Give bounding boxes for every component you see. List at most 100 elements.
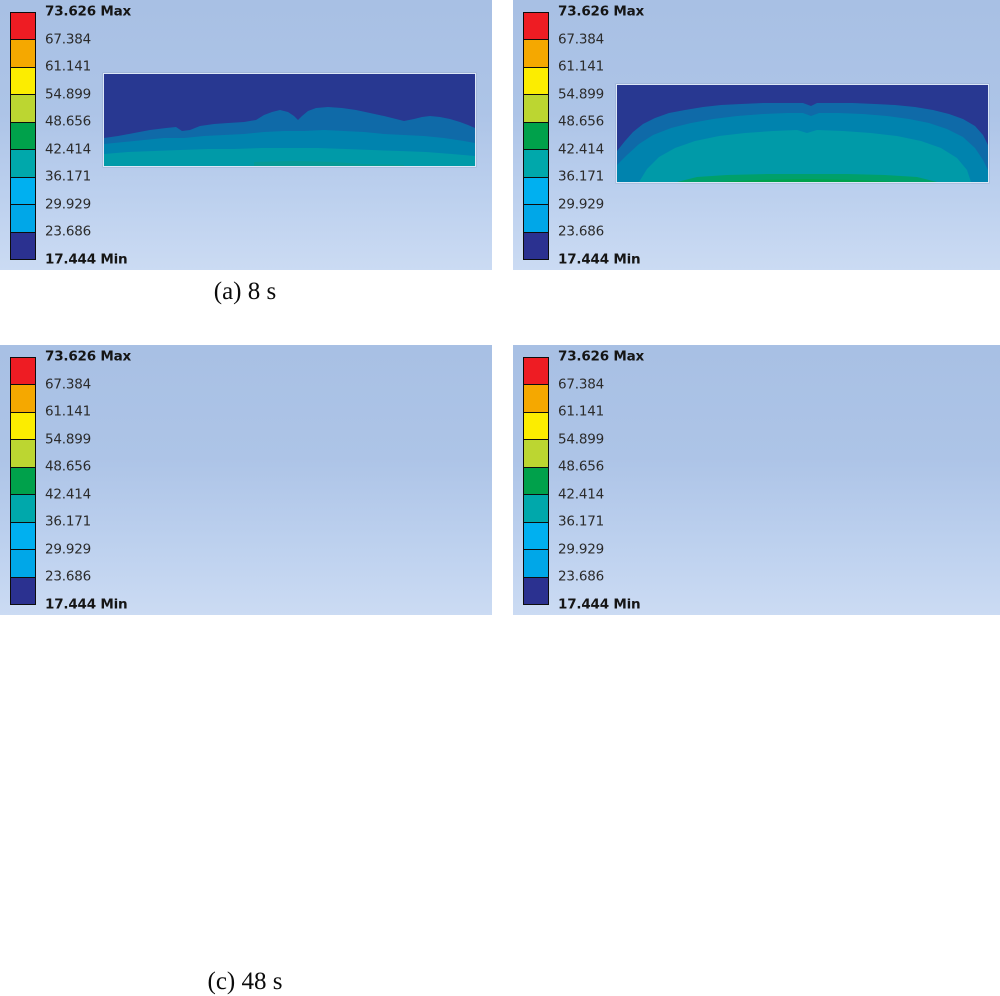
legend-band-0	[11, 358, 35, 386]
legend-label-3: 54.899	[558, 85, 605, 102]
legend-band-7	[524, 550, 548, 578]
temperature-color-legend-d: 73.626 Max 67.384 61.141 54.899 48.656 4…	[523, 350, 683, 611]
legend-band-1	[524, 385, 548, 413]
legend-band-4	[524, 467, 548, 496]
panel-a: 73.626 Max 67.384 61.141 54.899 48.656 4…	[0, 0, 492, 305]
panel-b: 73.626 Max 67.384 61.141 54.899 48.656 4…	[513, 0, 1000, 270]
legend-band-2	[11, 412, 35, 441]
legend-label-max: 73.626 Max	[558, 3, 645, 20]
contour-svg-a	[104, 74, 475, 166]
legend-band-1	[11, 385, 35, 413]
legend-band-3	[524, 95, 548, 123]
legend-label-4: 48.656	[558, 113, 605, 130]
legend-label-5: 42.414	[45, 486, 92, 502]
legend-label-7: 29.929	[558, 541, 605, 558]
legend-label-7: 29.929	[45, 196, 92, 213]
viewport-b: 73.626 Max 67.384 61.141 54.899 48.656 4…	[513, 0, 1000, 270]
legend-label-6: 36.171	[45, 168, 92, 185]
legend-label-4: 48.656	[558, 458, 605, 475]
legend-label-5: 42.414	[558, 486, 605, 502]
legend-band-7	[11, 550, 35, 578]
legend-band-8	[524, 232, 548, 259]
legend-label-5: 42.414	[45, 141, 92, 157]
contour-plot-a	[103, 73, 476, 167]
legend-label-min: 17.444 Min	[558, 596, 641, 613]
legend-label-min: 17.444 Min	[558, 251, 641, 268]
legend-band-2	[524, 67, 548, 96]
legend-label-min: 17.444 Min	[45, 251, 128, 268]
legend-band-6	[524, 177, 548, 206]
legend-label-6: 36.171	[45, 513, 92, 530]
legend-band-5	[524, 150, 548, 178]
legend-label-3: 54.899	[558, 430, 605, 447]
legend-label-8: 23.686	[45, 223, 92, 240]
legend-band-1	[524, 40, 548, 68]
legend-labels-c: 73.626 Max 67.384 61.141 54.899 48.656 4…	[45, 350, 170, 611]
contour-svg-b	[617, 85, 988, 182]
legend-band-4	[11, 122, 35, 151]
legend-colorbar-c	[10, 357, 36, 605]
viewport-a: 73.626 Max 67.384 61.141 54.899 48.656 4…	[0, 0, 492, 270]
legend-colorbar-b	[523, 12, 549, 260]
legend-label-2: 61.141	[558, 403, 605, 420]
legend-band-4	[11, 467, 35, 496]
contour-band-tealgreen-a	[254, 161, 404, 166]
caption-panel-a: (a) 8 s	[213, 278, 277, 305]
legend-colorbar-d	[523, 357, 549, 605]
legend-label-4: 48.656	[45, 113, 92, 130]
legend-label-1: 67.384	[45, 30, 92, 47]
legend-band-8	[11, 577, 35, 604]
contour-band-teal-b	[639, 130, 971, 182]
temperature-color-legend-b: 73.626 Max 67.384 61.141 54.899 48.656 4…	[523, 5, 683, 266]
contour-band-teal-a	[104, 148, 475, 166]
legend-band-3	[11, 95, 35, 123]
legend-label-min: 17.444 Min	[45, 596, 128, 613]
legend-label-max: 73.626 Max	[45, 348, 132, 365]
legend-label-1: 67.384	[558, 375, 605, 392]
legend-band-7	[11, 205, 35, 233]
legend-label-4: 48.656	[45, 458, 92, 475]
legend-band-4	[524, 122, 548, 151]
legend-label-5: 42.414	[558, 141, 605, 157]
legend-band-8	[524, 577, 548, 604]
legend-labels-d: 73.626 Max 67.384 61.141 54.899 48.656 4…	[558, 350, 683, 611]
legend-band-5	[11, 150, 35, 178]
legend-label-1: 67.384	[558, 30, 605, 47]
legend-labels-a: 73.626 Max 67.384 61.141 54.899 48.656 4…	[45, 5, 170, 266]
legend-label-2: 61.141	[45, 58, 92, 75]
legend-label-7: 29.929	[45, 541, 92, 558]
legend-band-1	[11, 40, 35, 68]
legend-label-2: 61.141	[45, 403, 92, 420]
legend-label-8: 23.686	[558, 223, 605, 240]
temperature-color-legend-c: 73.626 Max 67.384 61.141 54.899 48.656 4…	[10, 350, 170, 611]
legend-label-1: 67.384	[45, 375, 92, 392]
panel-d: 73.626 Max 67.384 61.141 54.899 48.656 4…	[513, 345, 1000, 615]
legend-band-8	[11, 232, 35, 259]
legend-label-3: 54.899	[45, 85, 92, 102]
temperature-color-legend-a: 73.626 Max 67.384 61.141 54.899 48.656 4…	[10, 5, 170, 266]
legend-label-3: 54.899	[45, 430, 92, 447]
legend-label-8: 23.686	[45, 568, 92, 585]
legend-band-6	[11, 522, 35, 551]
legend-band-3	[11, 440, 35, 468]
legend-label-6: 36.171	[558, 168, 605, 185]
legend-colorbar-a	[10, 12, 36, 260]
contour-band-green-b	[677, 174, 937, 182]
panel-c: 73.626 Max 67.384 61.141 54.899 48.656 4…	[0, 345, 492, 995]
legend-band-6	[11, 177, 35, 206]
legend-label-max: 73.626 Max	[558, 348, 645, 365]
viewport-d: 73.626 Max 67.384 61.141 54.899 48.656 4…	[513, 345, 1000, 615]
contour-plot-b	[616, 84, 989, 183]
viewport-c: 73.626 Max 67.384 61.141 54.899 48.656 4…	[0, 345, 492, 615]
legend-band-7	[524, 205, 548, 233]
legend-label-6: 36.171	[558, 513, 605, 530]
legend-band-5	[524, 495, 548, 523]
legend-band-0	[11, 13, 35, 41]
legend-label-8: 23.686	[558, 568, 605, 585]
legend-label-max: 73.626 Max	[45, 3, 132, 20]
legend-label-2: 61.141	[558, 58, 605, 75]
legend-band-3	[524, 440, 548, 468]
legend-band-2	[11, 67, 35, 96]
legend-labels-b: 73.626 Max 67.384 61.141 54.899 48.656 4…	[558, 5, 683, 266]
